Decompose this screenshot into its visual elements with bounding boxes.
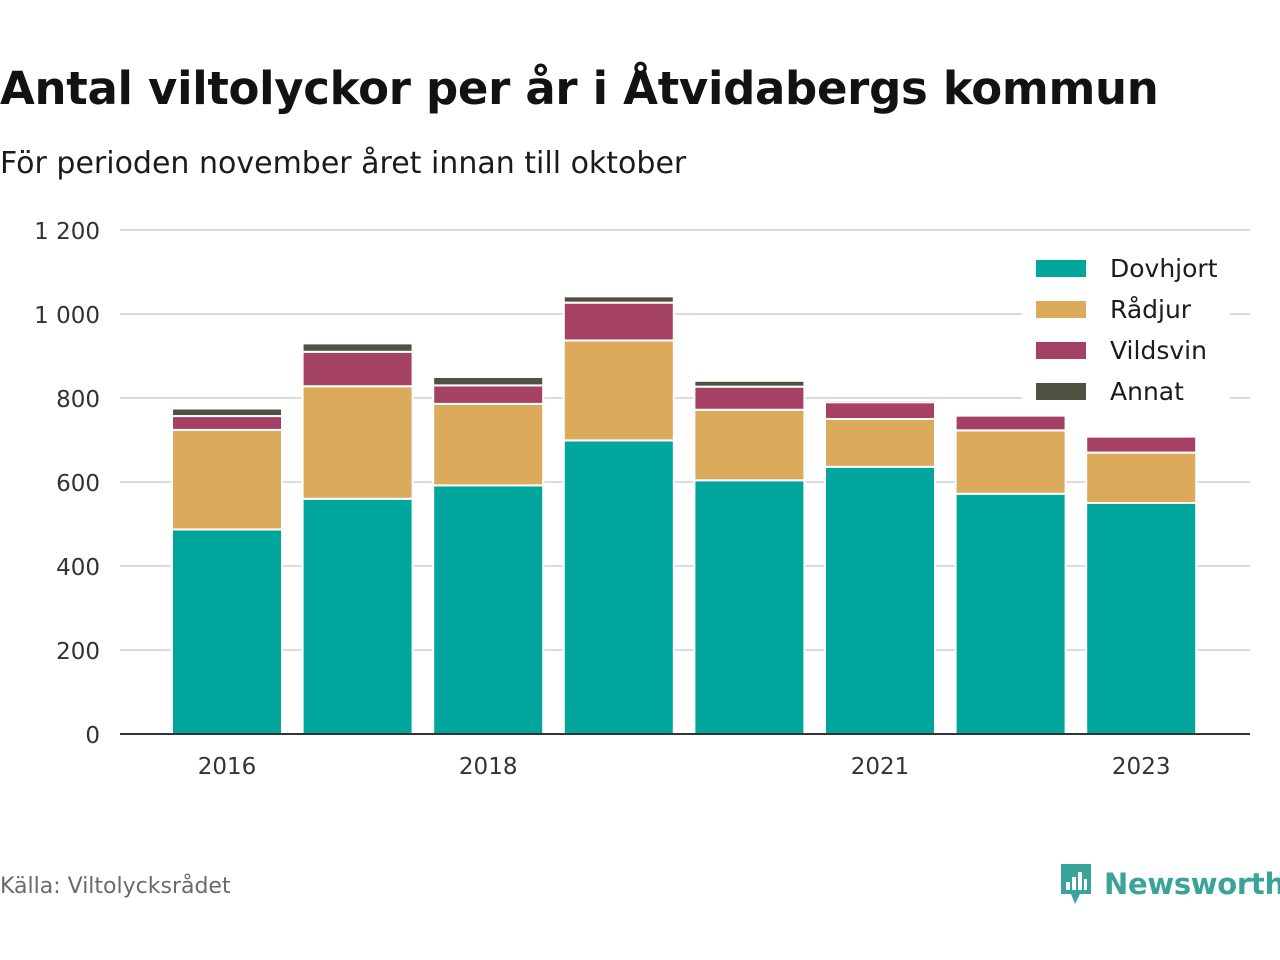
bar-segment-dovhjort [824,465,936,735]
legend-swatch-rådjur [1036,301,1086,318]
y-tick-label: 0 [85,723,100,749]
y-tick-label: 200 [56,639,100,665]
source-note: Källa: Viltolycksrådet [0,874,231,899]
bar-segment-dovhjort [954,492,1067,736]
y-tick-label: 800 [56,387,100,413]
bar-stack-2022 [954,414,1067,736]
x-tick-label: 2016 [198,754,257,780]
bar-segment-rådjur [432,402,545,487]
chart-title: Antal viltolyckor per år i Åtvidabergs k… [0,62,1159,115]
bar-segment-vildsvin [171,415,283,431]
legend-label: Rådjur [1110,295,1192,324]
legend-label: Annat [1110,377,1184,406]
bar-segment-annat [432,376,545,387]
bar-stack-2021 [824,399,936,735]
bar-stack-2017 [301,342,414,735]
legend-label: Dovhjort [1110,254,1218,283]
bar-segment-rådjur [1085,451,1198,505]
bar-segment-vildsvin [954,414,1067,432]
bar-segment-annat [301,342,414,353]
bar-stack-2019 [562,295,675,735]
y-axis-ticks: 0 200 400 600 800 1 000 1 200 [34,219,100,749]
legend-swatch-dovhjort [1036,260,1086,277]
bar-chart-logo-icon [1061,864,1091,904]
bar-segment-vildsvin [562,301,675,342]
bar-segment-rådjur [562,339,675,442]
bar-stack-2020 [693,379,806,735]
bar-stack-2023 [1085,435,1198,735]
legend-swatch-annat [1036,383,1086,400]
bar-segment-rådjur [824,418,936,468]
bar-segment-vildsvin [824,401,936,421]
bar-segment-annat [562,295,675,304]
x-tick-label: 2018 [459,754,518,780]
y-tick-label: 1 200 [34,219,100,245]
chart-subtitle: För perioden november året innan till ok… [0,146,687,181]
bar-segment-rådjur [171,428,283,531]
x-tick-label: 2023 [1112,754,1171,780]
y-tick-label: 600 [56,471,100,497]
bar-segment-annat [171,407,283,418]
y-tick-label: 400 [56,555,100,581]
brand-name: Newsworthy [1104,867,1280,901]
bar-segment-rådjur [301,385,414,500]
bar-segment-annat [824,399,936,404]
legend: Dovhjort Rådjur Vildsvin Annat [1022,246,1230,410]
legend-swatch-vildsvin [1036,342,1086,359]
bar-segment-dovhjort [171,528,283,736]
bar-segment-dovhjort [1085,502,1198,735]
y-tick-label: 1 000 [34,303,100,329]
bar-segment-vildsvin [693,385,806,411]
bars [171,295,1198,736]
bar-stack-2016 [171,407,283,736]
x-tick-label: 2021 [851,754,910,780]
bar-segment-dovhjort [693,479,806,735]
bar-segment-rådjur [693,408,806,482]
newsworthy-logo[interactable]: Newsworthy [1058,860,1280,908]
bar-segment-dovhjort [301,497,414,735]
x-axis-ticks: 2016 2018 2021 2023 [198,754,1171,780]
bar-stack-2018 [432,376,545,735]
bar-segment-annat [693,379,806,388]
legend-label: Vildsvin [1110,336,1207,365]
bar-segment-vildsvin [1085,435,1198,454]
bar-segment-rådjur [954,429,1067,495]
bar-segment-dovhjort [562,439,675,735]
bar-segment-vildsvin [301,350,414,388]
bar-segment-dovhjort [432,484,545,735]
bar-segment-vildsvin [432,384,545,405]
